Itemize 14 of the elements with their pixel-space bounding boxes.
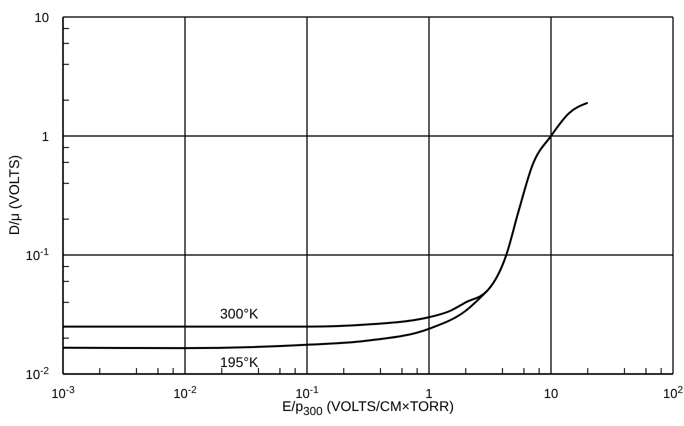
y-axis-title: D/μ (VOLTS): [6, 153, 22, 237]
y-tick-label: 10$^{-2}$: [26, 366, 50, 382]
x-axis-title: E/p$_{300}$ (VOLTS/CM×TORR): [282, 398, 454, 418]
y-tick-label: 10: [34, 10, 49, 25]
x-tick-label: 10$^{2}$: [662, 384, 684, 401]
x-tick-label: 10: [544, 386, 558, 401]
y-tick-label: 10$^{-1}$: [26, 246, 50, 263]
series-label: 300°K: [220, 306, 259, 322]
series-label: 195°K: [220, 354, 259, 370]
x-tick-label: 10$^{-1}$: [295, 384, 320, 401]
y-tick-label: 1: [42, 129, 49, 144]
x-tick-label: 10$^{-3}$: [51, 384, 76, 401]
x-tick-label: 10$^{-2}$: [173, 384, 198, 401]
x-tick-label: 1: [425, 386, 433, 401]
